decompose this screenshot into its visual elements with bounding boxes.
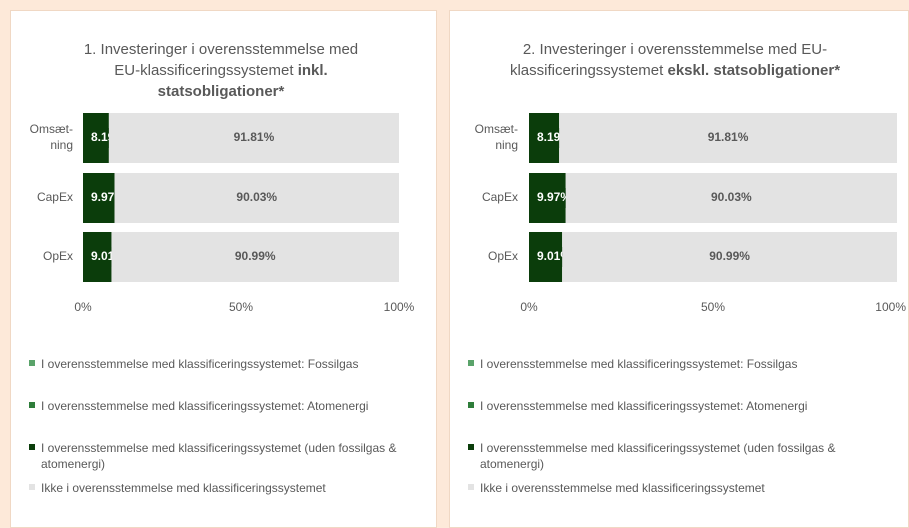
- y-tick-label: Omsæt-ning: [30, 122, 73, 152]
- data-label: 90.99%: [235, 249, 276, 263]
- legend-swatch: [468, 360, 474, 366]
- title-bold: ekskl. statsobligationer*: [667, 62, 841, 79]
- legend-label: Ikke i overensstemmelse med klassificeri…: [41, 481, 326, 495]
- x-tick-label: 100%: [875, 300, 906, 314]
- legend-item: Ikke i overensstemmelse med klassificeri…: [468, 480, 900, 496]
- chart-title: 2. Investeringer i overensstemmelse med …: [500, 39, 850, 81]
- chart-panel: 2. Investeringer i overensstemmelse med …: [449, 10, 909, 528]
- data-label: 91.81%: [708, 130, 749, 144]
- legend-item: I overensstemmelse med klassificeringssy…: [29, 398, 428, 414]
- legend-swatch: [29, 444, 35, 450]
- x-tick-label: 0%: [74, 300, 92, 314]
- legend-item: I overensstemmelse med klassificeringssy…: [468, 440, 900, 472]
- legend-item: I overensstemmelse med klassificeringssy…: [468, 398, 900, 414]
- legend-swatch: [29, 360, 35, 366]
- x-tick-label: 0%: [520, 300, 538, 314]
- legend-label: Ikke i overensstemmelse med klassificeri…: [480, 481, 765, 495]
- data-label: 91.81%: [234, 130, 275, 144]
- label-box: [531, 188, 578, 208]
- bar-segment: [114, 173, 400, 223]
- legend-label: I overensstemmelse med klassificeringssy…: [41, 441, 397, 471]
- legend-swatch: [468, 484, 474, 490]
- legend-label: I overensstemmelse med klassificeringssy…: [41, 357, 359, 371]
- y-tick-label: CapEx: [37, 190, 73, 204]
- bar-segment: [111, 232, 399, 282]
- x-tick-label: 50%: [229, 300, 253, 314]
- title-text: 1. Investeringer i overensstemmelse med …: [83, 41, 359, 79]
- legend-item: I overensstemmelse med klassificeringssy…: [468, 356, 900, 372]
- legend-swatch: [468, 444, 474, 450]
- x-tick-label: 50%: [701, 300, 725, 314]
- bar-segment: [559, 113, 897, 163]
- y-tick-label: OpEx: [488, 249, 518, 263]
- bar-segment: [562, 232, 897, 282]
- legend-label: I overensstemmelse med klassificeringssy…: [480, 399, 808, 413]
- y-tick-label: OpEx: [43, 249, 73, 263]
- chart-title: 1. Investeringer i overensstemmelse med …: [71, 39, 371, 102]
- title-text: 2. Investeringer i overensstemmelse med …: [509, 41, 828, 79]
- legend-item: I overensstemmelse med klassificeringssy…: [29, 440, 428, 472]
- legend-swatch: [29, 484, 35, 490]
- data-label: 9.97%: [537, 190, 571, 204]
- legend-label: I overensstemmelse med klassificeringssy…: [480, 357, 798, 371]
- x-tick-label: 100%: [384, 300, 415, 314]
- title-bold: inkl. statsobligationer*: [157, 62, 328, 100]
- bar-segment: [565, 173, 897, 223]
- data-label: 90.03%: [236, 190, 277, 204]
- legend-label: I overensstemmelse med klassificeringssy…: [480, 441, 836, 471]
- data-label: 90.03%: [711, 190, 752, 204]
- legend-item: Ikke i overensstemmelse med klassificeri…: [29, 480, 428, 496]
- chart-panel: 1. Investeringer i overensstemmelse med …: [10, 10, 437, 528]
- legend-item: I overensstemmelse med klassificeringssy…: [29, 356, 428, 372]
- y-tick-label: Omsæt-ning: [475, 122, 518, 152]
- legend-label: I overensstemmelse med klassificeringssy…: [41, 399, 369, 413]
- legend-swatch: [29, 402, 35, 408]
- bar-segment: [108, 113, 399, 163]
- y-tick-label: CapEx: [482, 190, 518, 204]
- data-label: 90.99%: [709, 249, 750, 263]
- legend-swatch: [468, 402, 474, 408]
